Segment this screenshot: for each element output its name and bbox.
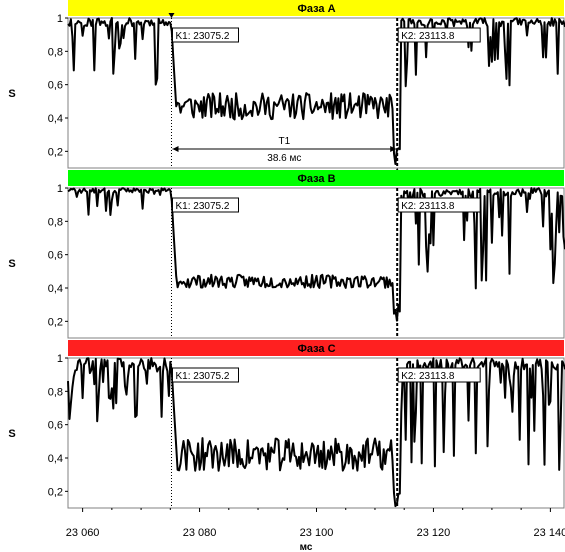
y-axis-label: S — [8, 88, 15, 100]
interval-name: T1 — [279, 136, 291, 147]
cursor-k1-label-box — [171, 27, 239, 43]
cursor-k1-label-box — [171, 197, 239, 213]
y-tick-label: 0,6 — [48, 420, 63, 432]
interval-arrow-right — [390, 146, 397, 152]
x-tick-label: 23 080 — [183, 527, 217, 539]
y-tick-label: 0,8 — [48, 216, 63, 228]
y-tick-label: 0,2 — [48, 146, 63, 158]
cursor-k2-label-box — [397, 197, 481, 213]
series-line — [67, 187, 565, 322]
plot-frame — [67, 357, 565, 509]
y-tick-label: 0,4 — [48, 283, 63, 295]
cursor-k1-label-box — [171, 367, 239, 383]
y-tick-label: 0,2 — [48, 486, 63, 498]
y-tick-label: 0,4 — [48, 113, 63, 125]
cursor-k2-label: K2: 23113.8 — [401, 31, 455, 42]
y-tick-label: 0,8 — [48, 46, 63, 58]
interval-arrow-left — [172, 146, 179, 152]
cursor-k2-label: K2: 23113.8 — [401, 201, 455, 212]
cursor-k2-label-box — [397, 27, 481, 43]
y-axis-label: S — [8, 428, 15, 440]
cursor-k1-label: K1: 23075.2 — [175, 371, 229, 382]
phase-title: Фаза C — [297, 343, 335, 355]
y-tick-label: 0,8 — [48, 386, 63, 398]
cursor-k1-marker — [168, 13, 175, 18]
plot-frame — [67, 17, 565, 169]
y-tick-label: 0,6 — [48, 80, 63, 92]
x-tick-label: 23 120 — [417, 527, 451, 539]
cursor-k1-label: K1: 23075.2 — [175, 31, 229, 42]
cursor-k1-label: K1: 23075.2 — [175, 201, 229, 212]
phase-title: Фаза B — [297, 173, 335, 185]
x-tick-label: 23 060 — [66, 527, 100, 539]
x-tick-label: 23 100 — [300, 527, 334, 539]
cursor-k2-label-box — [397, 367, 481, 383]
phase-title-band — [68, 170, 564, 186]
x-tick-label: 23 140 — [534, 527, 565, 539]
y-tick-label: 1 — [57, 353, 63, 365]
y-tick-label: 0,2 — [48, 316, 63, 328]
plot-frame — [67, 187, 565, 339]
cursor-k2-label: K2: 23113.8 — [401, 371, 455, 382]
y-tick-label: 1 — [57, 183, 63, 195]
interval-value: 38.6 мс — [267, 153, 301, 164]
y-tick-label: 0,6 — [48, 250, 63, 262]
series-line — [67, 357, 565, 508]
phase-title: Фаза A — [297, 3, 335, 15]
phase-title-band — [68, 340, 564, 356]
y-tick-label: 1 — [57, 13, 63, 25]
y-tick-label: 0,4 — [48, 453, 63, 465]
y-axis-label: S — [8, 258, 15, 270]
x-axis-label: мс — [300, 542, 313, 552]
phase-title-band — [68, 0, 564, 16]
series-line — [67, 17, 565, 165]
